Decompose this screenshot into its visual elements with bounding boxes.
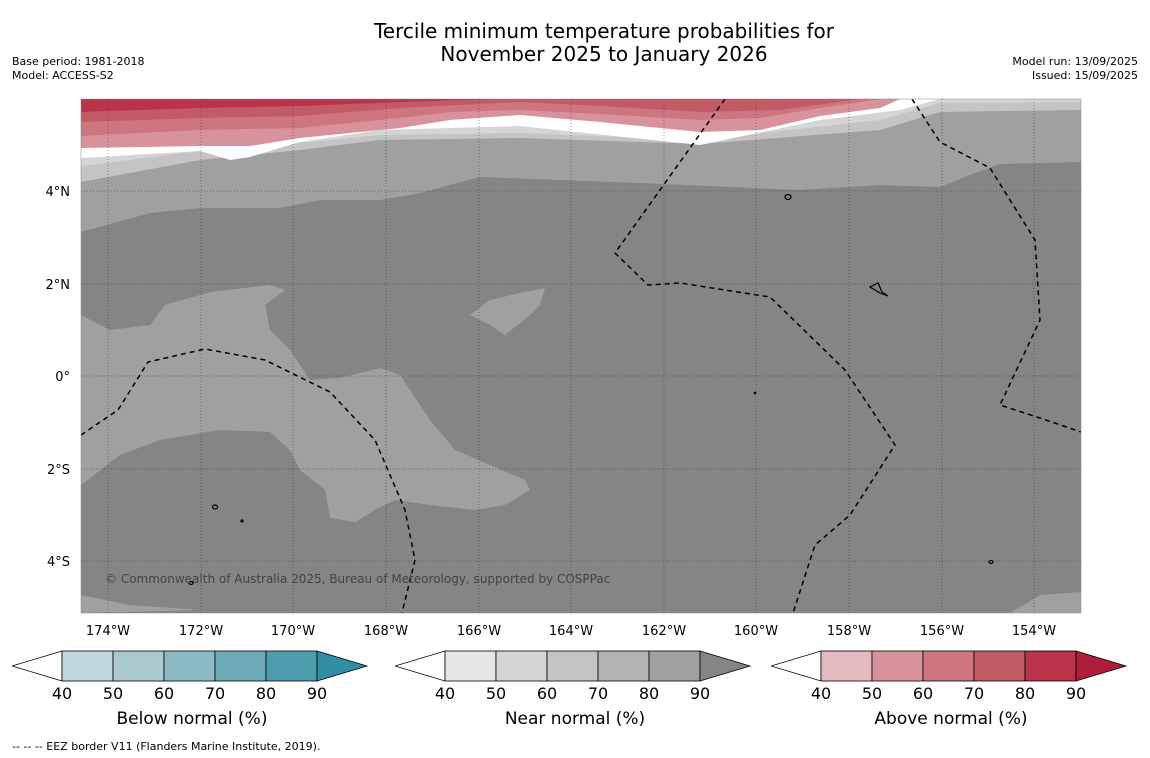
colorbar-swatch	[973, 650, 1026, 682]
colorbar-tick-label: 50	[861, 684, 883, 703]
longitude-label: 154°W	[1012, 624, 1056, 639]
chart-title: Tercile minimum temperature probabilitie…	[300, 20, 908, 66]
colorbar-swatch	[546, 650, 599, 682]
eez-footnote: -- -- -- EEZ border V11 (Flanders Marine…	[12, 740, 321, 753]
colorbar-extend-low	[771, 650, 822, 682]
colorbar-near-swatches	[395, 650, 752, 682]
colorbar-swatch	[444, 650, 497, 682]
longitude-label: 164°W	[549, 624, 593, 639]
colorbar-below-ticks: 40 50 60 70 80 90	[12, 684, 372, 704]
colorbar-tick-label: 60	[153, 684, 175, 703]
colorbar-swatch	[112, 650, 165, 682]
colorbar-swatch	[922, 650, 975, 682]
eez-border-central	[614, 99, 896, 613]
latitude-labels: 4°N 2°N 0° 2°S 4°S	[46, 185, 71, 570]
islands	[188, 193, 994, 586]
meta-right: Model run: 13/09/2025 Issued: 15/09/2025	[1012, 55, 1138, 83]
title-line-2: November 2025 to January 2026	[440, 42, 768, 66]
colorbar-extend-high	[1075, 650, 1128, 682]
colorbar-tick-label: 70	[587, 684, 609, 703]
colorbar-swatch	[495, 650, 548, 682]
colorbar-above-ticks: 40 50 60 70 80 90	[771, 684, 1131, 704]
colorbar-swatch	[1024, 650, 1077, 682]
colorbar-tick-label: 80	[255, 684, 277, 703]
meta-left: Base period: 1981-2018 Model: ACCESS-S2	[12, 55, 144, 83]
colorbar-tick-label: 80	[1014, 684, 1036, 703]
colorbar-swatch	[61, 650, 114, 682]
title-line-1: Tercile minimum temperature probabilitie…	[373, 19, 835, 43]
base-period: Base period: 1981-2018	[12, 55, 145, 68]
colorbar-swatch	[871, 650, 924, 682]
colorbar-tick-label: 70	[204, 684, 226, 703]
copyright-notice: © Commonwealth of Australia 2025, Bureau…	[105, 572, 610, 586]
colorbar-swatch	[163, 650, 216, 682]
colorbar-near-title: Near normal (%)	[504, 709, 646, 729]
colorbar-tick-label: 80	[638, 684, 660, 703]
colorbar-tick-label: 40	[434, 684, 456, 703]
issued-date: Issued: 15/09/2025	[1031, 69, 1138, 82]
colorbar-tick-label: 50	[485, 684, 507, 703]
latitude-label: 0°	[55, 370, 70, 385]
colorbar-extend-high	[699, 650, 752, 682]
longitude-label: 168°W	[364, 624, 408, 639]
longitude-label: 170°W	[271, 624, 315, 639]
model-run: Model run: 13/09/2025	[1012, 55, 1138, 68]
colorbar-swatch	[214, 650, 267, 682]
colorbar-extend-low	[395, 650, 446, 682]
longitude-label: 158°W	[827, 624, 871, 639]
above-normal-80-band	[81, 99, 500, 112]
longitude-labels: 174°W 172°W 170°W 168°W 166°W 164°W 162°W 160°W…	[86, 624, 1056, 639]
colorbar-tick-label: 40	[51, 684, 73, 703]
colorbar-extend-low	[12, 650, 63, 682]
colorbar-tick-label: 70	[963, 684, 985, 703]
longitude-label: 166°W	[457, 624, 501, 639]
colorbar-below-normal: 40 50 60 70 80 90 Below normal (%)	[12, 648, 372, 738]
colorbar-swatch	[648, 650, 701, 682]
colorbar-above-normal: 40 50 60 70 80 90 Above normal (%)	[771, 648, 1131, 738]
colorbar-tick-label: 90	[1065, 684, 1087, 703]
colorbar-above-title: Above normal (%)	[874, 709, 1028, 729]
colorbar-tick-label: 60	[912, 684, 934, 703]
latitude-label: 4°S	[47, 555, 70, 570]
colorbar-tick-label: 90	[306, 684, 328, 703]
colorbar-near-normal: 40 50 60 70 80 90 Near normal (%)	[395, 648, 755, 738]
latitude-label: 2°S	[47, 463, 70, 478]
near-normal-80-southeast-corner	[1010, 592, 1081, 613]
colorbar-swatch	[265, 650, 318, 682]
latitude-label: 4°N	[46, 185, 71, 200]
near-normal-80-west-patch	[81, 285, 530, 522]
colorbar-near-ticks: 40 50 60 70 80 90	[395, 684, 755, 704]
longitude-label: 156°W	[920, 624, 964, 639]
longitude-label: 172°W	[179, 624, 223, 639]
colorbar-below-swatches	[12, 650, 369, 682]
colorbar-swatch	[820, 650, 873, 682]
near-normal-80-central-patch	[470, 288, 545, 335]
colorbar-tick-label: 90	[689, 684, 711, 703]
probability-map: © Commonwealth of Australia 2025, Bureau…	[46, 98, 1082, 639]
colorbar-above-swatches	[771, 650, 1128, 682]
longitude-label: 162°W	[642, 624, 686, 639]
colorbar-tick-label: 60	[536, 684, 558, 703]
near-normal-80-southwest-corner	[81, 595, 200, 613]
colorbar-extend-high	[316, 650, 369, 682]
longitude-label: 160°W	[734, 624, 778, 639]
colorbar-swatch	[597, 650, 650, 682]
colorbar-tick-label: 40	[810, 684, 832, 703]
model-name: Model: ACCESS-S2	[12, 69, 114, 82]
latitude-label: 2°N	[46, 278, 71, 293]
colorbar-tick-label: 50	[102, 684, 124, 703]
longitude-label: 174°W	[86, 624, 130, 639]
colorbar-below-title: Below normal (%)	[116, 709, 268, 729]
